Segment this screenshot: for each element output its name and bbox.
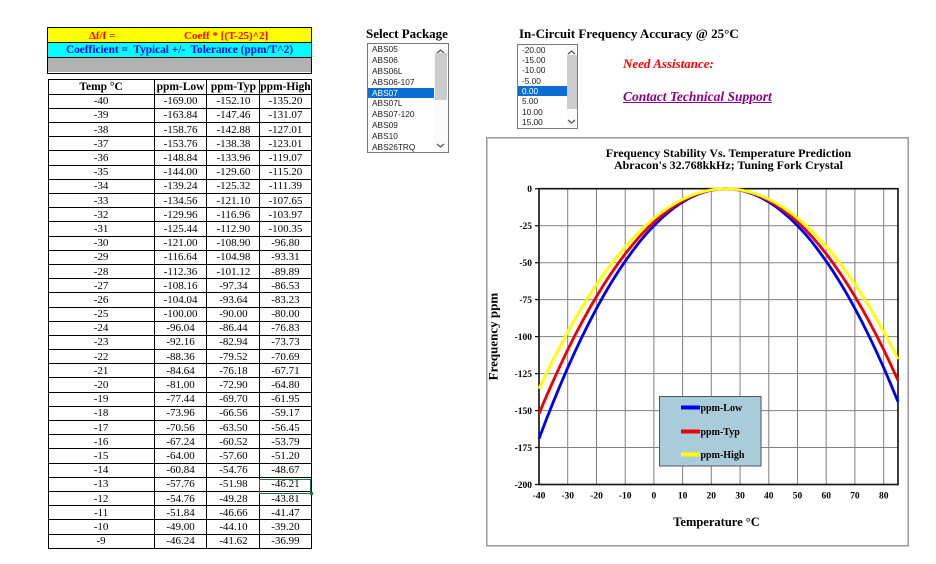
svg-text:80: 80 (879, 492, 889, 502)
svg-text:50: 50 (793, 492, 803, 502)
svg-text:0: 0 (527, 185, 532, 195)
svg-text:ppm-Low: ppm-Low (701, 403, 743, 414)
svg-text:-10: -10 (619, 492, 632, 502)
svg-text:60: 60 (821, 492, 831, 502)
svg-text:-30: -30 (561, 492, 574, 502)
svg-text:40: 40 (764, 492, 774, 502)
svg-text:10: 10 (678, 492, 688, 502)
svg-text:-40: -40 (533, 492, 546, 502)
svg-text:20: 20 (707, 492, 717, 502)
svg-text:-20: -20 (590, 492, 603, 502)
svg-text:-75: -75 (519, 296, 532, 306)
svg-text:Frequency ppm: Frequency ppm (486, 293, 501, 381)
svg-text:-150: -150 (515, 407, 533, 417)
svg-text:-50: -50 (519, 259, 532, 269)
svg-text:-125: -125 (515, 370, 533, 380)
svg-text:0: 0 (652, 492, 657, 502)
svg-text:ppm-High: ppm-High (701, 450, 745, 461)
svg-text:30: 30 (735, 492, 745, 502)
svg-text:-100: -100 (515, 333, 533, 343)
svg-text:Abracon's 32.768kkHz; Tuning F: Abracon's 32.768kkHz; Tuning Fork Crysta… (614, 158, 844, 172)
svg-text:70: 70 (850, 492, 860, 502)
svg-text:ppm-Typ: ppm-Typ (701, 427, 741, 438)
svg-text:-200: -200 (515, 481, 533, 491)
svg-text:Frequency Stability Vs. Temper: Frequency Stability Vs. Temperature Pred… (606, 146, 852, 160)
svg-text:-175: -175 (515, 444, 533, 454)
svg-text:Temperature °C: Temperature °C (673, 515, 760, 529)
svg-text:-25: -25 (519, 222, 532, 232)
